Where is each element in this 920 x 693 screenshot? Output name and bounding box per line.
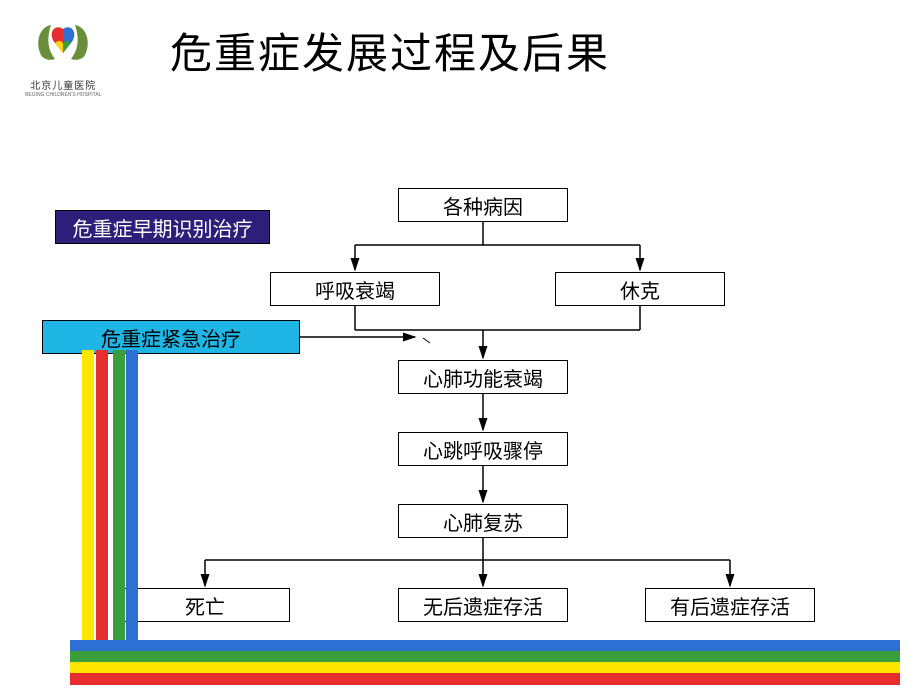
node-shock: 休克 — [555, 272, 725, 306]
logo-sub: BEIJING CHILDREN'S HOSPITAL — [25, 92, 101, 98]
node-cardiopulm-fail: 心肺功能衰竭 — [398, 360, 568, 394]
node-causes: 各种病因 — [398, 188, 568, 222]
node-survive-with-seq: 有后遗症存活 — [645, 588, 815, 622]
node-death: 死亡 — [120, 588, 290, 622]
tag-early-treatment: 危重症早期识别治疗 — [55, 210, 270, 244]
tag-urgent-treatment: 危重症紧急治疗 — [42, 320, 300, 354]
hospital-logo: 北京儿童医院 BEIJING CHILDREN'S HOSPITAL — [25, 15, 101, 98]
node-survive-no-seq: 无后遗症存活 — [398, 588, 568, 622]
logo-name: 北京儿童医院 — [25, 77, 101, 92]
node-cpr: 心肺复苏 — [398, 504, 568, 538]
page-title: 危重症发展过程及后果 — [170, 20, 610, 81]
node-cardiac-arrest: 心跳呼吸骤停 — [398, 432, 568, 466]
node-respiratory-fail: 呼吸衰竭 — [270, 272, 440, 306]
